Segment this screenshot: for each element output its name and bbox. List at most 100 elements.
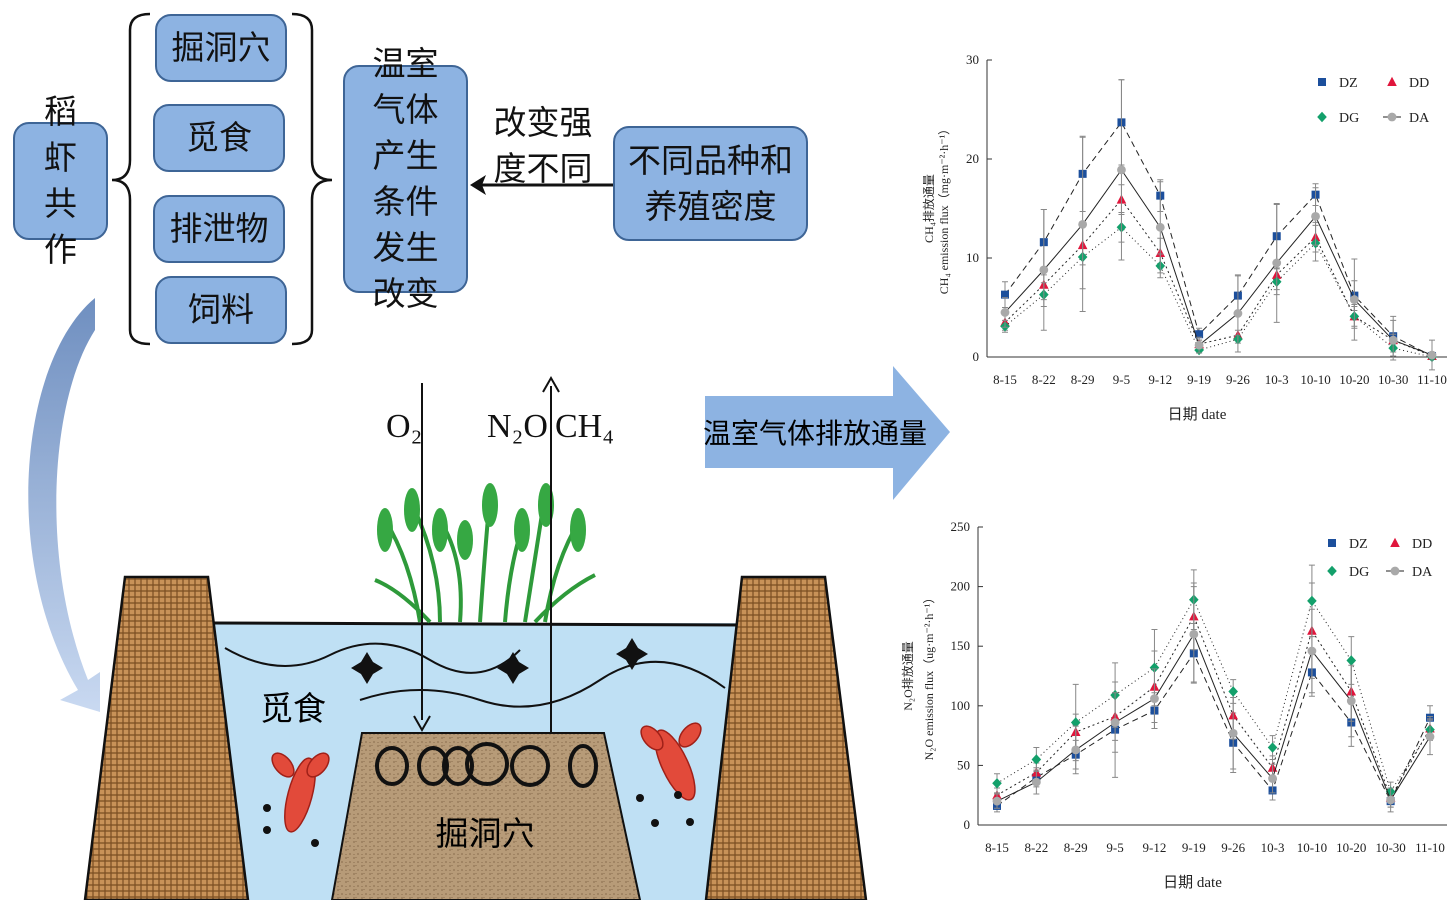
x-tick-label: 8-29 bbox=[1071, 372, 1095, 387]
legend-marker bbox=[1318, 78, 1326, 86]
x-tick-label: 9-19 bbox=[1187, 372, 1211, 387]
x-tick-label: 10-10 bbox=[1300, 372, 1330, 387]
water-surface bbox=[212, 621, 743, 627]
series-line bbox=[1004, 121, 1433, 357]
x-axis-label: 日期 date bbox=[1163, 874, 1222, 891]
legend-label: DA bbox=[1412, 565, 1433, 580]
x-tick-label: 10-3 bbox=[1261, 840, 1285, 855]
rice-grain bbox=[377, 483, 586, 560]
feed-particles bbox=[351, 638, 648, 684]
y-tick-label: 30 bbox=[966, 52, 979, 67]
x-tick-label: 9-12 bbox=[1143, 840, 1167, 855]
legend-label: DG bbox=[1339, 111, 1359, 126]
legend-marker bbox=[1317, 111, 1327, 123]
series-line bbox=[996, 615, 1431, 799]
marker bbox=[1228, 686, 1238, 697]
legend-label: DD bbox=[1412, 537, 1432, 552]
x-tick-label: 9-5 bbox=[1106, 840, 1123, 855]
marker bbox=[1039, 265, 1049, 275]
brace-left bbox=[111, 12, 151, 346]
y-axis-label: CH₄排放通量 bbox=[921, 174, 936, 243]
effect-box: 温室气体产生条件发生改变 bbox=[343, 44, 468, 313]
y-tick-label: 200 bbox=[951, 579, 971, 594]
arrow-head bbox=[413, 715, 431, 733]
series-line bbox=[996, 598, 1431, 793]
marker bbox=[992, 796, 1002, 806]
legend-marker bbox=[1387, 112, 1397, 122]
gas-label: N₂O bbox=[487, 408, 548, 445]
wave bbox=[359, 660, 726, 708]
crayfish bbox=[271, 722, 702, 833]
y-tick-label: 250 bbox=[951, 519, 971, 534]
x-tick-label: 10-10 bbox=[1297, 840, 1327, 855]
marker bbox=[1346, 696, 1356, 706]
x-tick-label: 9-12 bbox=[1148, 372, 1172, 387]
dike-left bbox=[83, 575, 250, 900]
behavior-box: 觅食 bbox=[153, 104, 285, 172]
legend-label: DG bbox=[1349, 565, 1369, 580]
marker bbox=[1388, 335, 1398, 345]
x-tick-label: 10-3 bbox=[1265, 372, 1289, 387]
gas-label: O₂ bbox=[386, 408, 422, 445]
marker bbox=[1070, 717, 1081, 728]
series-line bbox=[996, 652, 1431, 807]
y-tick-label: 0 bbox=[973, 349, 980, 364]
series-line bbox=[1004, 198, 1433, 357]
excreta bbox=[263, 791, 694, 847]
burrows bbox=[375, 742, 598, 788]
marker bbox=[1346, 655, 1357, 666]
x-tick-label: 9-19 bbox=[1182, 840, 1206, 855]
x-tick-label: 8-22 bbox=[1032, 372, 1056, 387]
series-line bbox=[996, 633, 1431, 802]
y-axis-label: N₂O排放通量 bbox=[900, 641, 915, 711]
legend-label: DZ bbox=[1349, 537, 1368, 552]
x-tick-label: 9-5 bbox=[1113, 372, 1130, 387]
scene-label: 觅食 bbox=[260, 689, 326, 728]
y-tick-label: 100 bbox=[951, 698, 971, 713]
marker bbox=[1268, 774, 1277, 783]
x-tick-label: 9-26 bbox=[1226, 372, 1250, 387]
marker bbox=[1307, 595, 1317, 607]
legend-marker bbox=[1328, 539, 1336, 547]
x-tick-label: 10-30 bbox=[1375, 840, 1405, 855]
x-tick-label: 8-15 bbox=[985, 840, 1009, 855]
marker bbox=[1117, 165, 1126, 175]
behavior-box: 饲料 bbox=[155, 276, 287, 344]
marker bbox=[1031, 754, 1042, 765]
legend-marker bbox=[1390, 537, 1400, 547]
x-tick-label: 10-30 bbox=[1378, 372, 1408, 387]
marker bbox=[1078, 219, 1088, 229]
marker bbox=[1386, 795, 1396, 805]
y-axis-label: N₂O emission flux（ug·m⁻²·h⁻¹） bbox=[922, 592, 936, 761]
x-tick-label: 11-10 bbox=[1417, 372, 1447, 387]
marker bbox=[1267, 742, 1278, 753]
factor-box: 不同品种和养殖密度 bbox=[613, 126, 808, 241]
block-arrow bbox=[705, 366, 950, 500]
legend-label: DZ bbox=[1339, 76, 1358, 91]
marker bbox=[1307, 646, 1317, 656]
x-tick-label: 9-26 bbox=[1221, 840, 1245, 855]
y-tick-label: 150 bbox=[951, 638, 971, 653]
y-tick-label: 50 bbox=[957, 757, 970, 772]
marker bbox=[1349, 295, 1359, 304]
legend-label: DD bbox=[1409, 76, 1429, 91]
burrow-mound bbox=[330, 732, 642, 900]
brace-right bbox=[291, 12, 333, 346]
marker bbox=[1150, 694, 1159, 704]
x-tick-label: 10-20 bbox=[1339, 372, 1369, 387]
marker bbox=[1272, 258, 1282, 268]
wave bbox=[224, 642, 521, 674]
arrow-head bbox=[542, 375, 560, 393]
gas-label: CH₄ bbox=[555, 408, 614, 445]
series-line bbox=[1004, 226, 1433, 358]
marker bbox=[1189, 629, 1199, 639]
marker bbox=[1001, 290, 1009, 299]
x-tick-label: 8-22 bbox=[1024, 840, 1048, 855]
legend-marker bbox=[1387, 76, 1397, 86]
x-tick-label: 11-10 bbox=[1415, 840, 1445, 855]
marker bbox=[1110, 718, 1120, 727]
legend-marker bbox=[1327, 565, 1337, 577]
y-axis-label: CH₄ emission flux（mg·m⁻²·h⁻¹） bbox=[937, 123, 951, 294]
source-box: 稻虾共作 bbox=[13, 92, 108, 269]
